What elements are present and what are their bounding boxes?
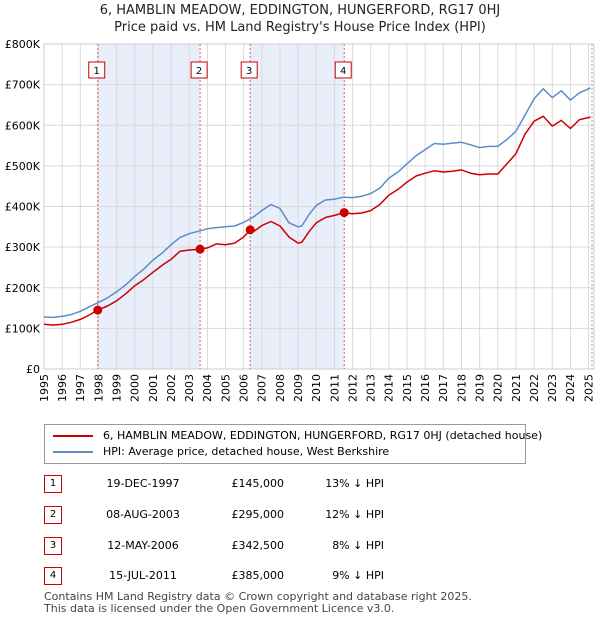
x-tick-label: 2019 [473, 374, 486, 402]
y-tick-label: £600K [5, 119, 41, 132]
sale-label-box [88, 61, 106, 79]
sale-number-badge: 1 [44, 475, 62, 493]
x-tick-label: 2005 [219, 374, 232, 402]
x-tick-label: 2011 [328, 374, 341, 402]
x-tick-label: 1998 [92, 374, 105, 402]
x-tick-label: 1997 [74, 374, 87, 402]
sale-date: 08-AUG-2003 [106, 508, 180, 521]
x-tick-label: 2001 [147, 374, 160, 402]
sale-label-number: 1 [94, 66, 100, 77]
y-tick-label: £500K [5, 160, 41, 173]
x-tick-label: 2006 [238, 374, 251, 402]
legend-label-property: 6, HAMBLIN MEADOW, EDDINGTON, HUNGERFORD… [103, 429, 543, 442]
x-tick-label: 2000 [129, 374, 142, 402]
x-tick-label: 2002 [165, 374, 178, 402]
y-tick-label: £0 [26, 363, 40, 376]
legend-swatch-property [53, 435, 93, 437]
x-tick-label: 1996 [56, 374, 69, 402]
price-chart: £0 £100K £200K £300K £400K £500K £600K £700K £80… [5, 38, 596, 402]
sale-price: £385,000 [231, 569, 285, 582]
sale-number-badge: 2 [44, 506, 62, 524]
x-tick-label: 2025 [582, 374, 595, 402]
x-tick-label: 2020 [492, 374, 505, 402]
sale-date: 12-MAY-2006 [107, 539, 179, 552]
sale-point [195, 244, 205, 254]
sale-price: £145,000 [231, 477, 285, 490]
x-tick-label: 2012 [346, 374, 359, 402]
x-tick-label: 2003 [183, 374, 196, 402]
sale-price: £295,000 [231, 508, 285, 521]
sale-point [245, 225, 255, 235]
sale-row: 3 12-MAY-2006 £342,500 8% ↓ HPI [44, 536, 564, 556]
footer-copyright: Contains HM Land Registry data © Crown c… [44, 590, 472, 603]
chart-legend: 6, HAMBLIN MEADOW, EDDINGTON, HUNGERFORD… [44, 424, 542, 464]
x-tick-label: 2013 [365, 374, 378, 402]
x-tick-label: 2008 [274, 374, 287, 402]
x-tick-label: 2024 [564, 374, 577, 402]
chart-title: 6, HAMBLIN MEADOW, EDDINGTON, HUNGERFORD… [99, 3, 501, 18]
y-tick-label: £400K [5, 201, 41, 214]
sale-hpi-diff: 8% ↓ HPI [332, 539, 384, 552]
sale-label-number: 2 [196, 66, 202, 77]
sale-label-box [240, 61, 258, 79]
x-tick-label: 2017 [437, 374, 450, 402]
sale-hpi-diff: 9% ↓ HPI [332, 569, 384, 582]
x-tick-label: 2014 [383, 374, 396, 402]
sale-label-box [190, 61, 208, 79]
sale-row: 4 15-JUL-2011 £385,000 9% ↓ HPI [44, 566, 564, 586]
footer-licence: This data is licensed under the Open Gov… [44, 602, 395, 615]
x-tick-label: 2015 [401, 374, 414, 402]
sale-row: 2 08-AUG-2003 £295,000 12% ↓ HPI [44, 505, 564, 525]
x-tick-label: 1995 [38, 374, 51, 402]
sale-hpi-diff: 13% ↓ HPI [325, 477, 384, 490]
x-tick-label: 2018 [455, 374, 468, 402]
legend-label-hpi: HPI: Average price, detached house, West… [103, 445, 390, 458]
plot-border [43, 43, 595, 370]
sale-number-badge: 3 [44, 537, 62, 555]
x-tick-label: 2021 [510, 374, 523, 402]
legend-swatch-hpi [53, 451, 93, 453]
x-tick-label: 1999 [110, 374, 123, 402]
sale-label-number: 3 [246, 66, 252, 77]
hpi-series-line [43, 87, 591, 319]
y-tick-label: £100K [5, 322, 41, 335]
x-tick-label: 2009 [292, 374, 305, 402]
sale-date: 15-JUL-2011 [109, 569, 177, 582]
y-tick-label: £700K [5, 79, 41, 92]
x-tick-label: 2022 [528, 374, 541, 402]
sale-number-badge: 4 [44, 567, 62, 585]
x-tick-label: 2016 [419, 374, 432, 402]
x-tick-label: 2007 [256, 374, 269, 402]
y-tick-label: £200K [5, 282, 41, 295]
sale-hpi-diff: 12% ↓ HPI [325, 508, 384, 521]
x-tick-label: 2023 [546, 374, 559, 402]
sale-point [339, 208, 349, 218]
y-tick-label: £300K [5, 241, 41, 254]
x-tick-label: 2010 [310, 374, 323, 402]
sale-label-number: 4 [340, 66, 346, 77]
sale-row: 1 19-DEC-1997 £145,000 13% ↓ HPI [44, 474, 564, 494]
chart-subtitle: Price paid vs. HM Land Registry's House … [114, 20, 486, 35]
sale-date: 19-DEC-1997 [106, 477, 180, 490]
property-series-line [43, 115, 591, 326]
sale-label-box [334, 61, 352, 79]
x-tick-label: 2004 [201, 374, 214, 402]
y-tick-label: £800K [5, 38, 41, 51]
sale-price: £342,500 [231, 539, 285, 552]
sale-point [93, 305, 103, 315]
